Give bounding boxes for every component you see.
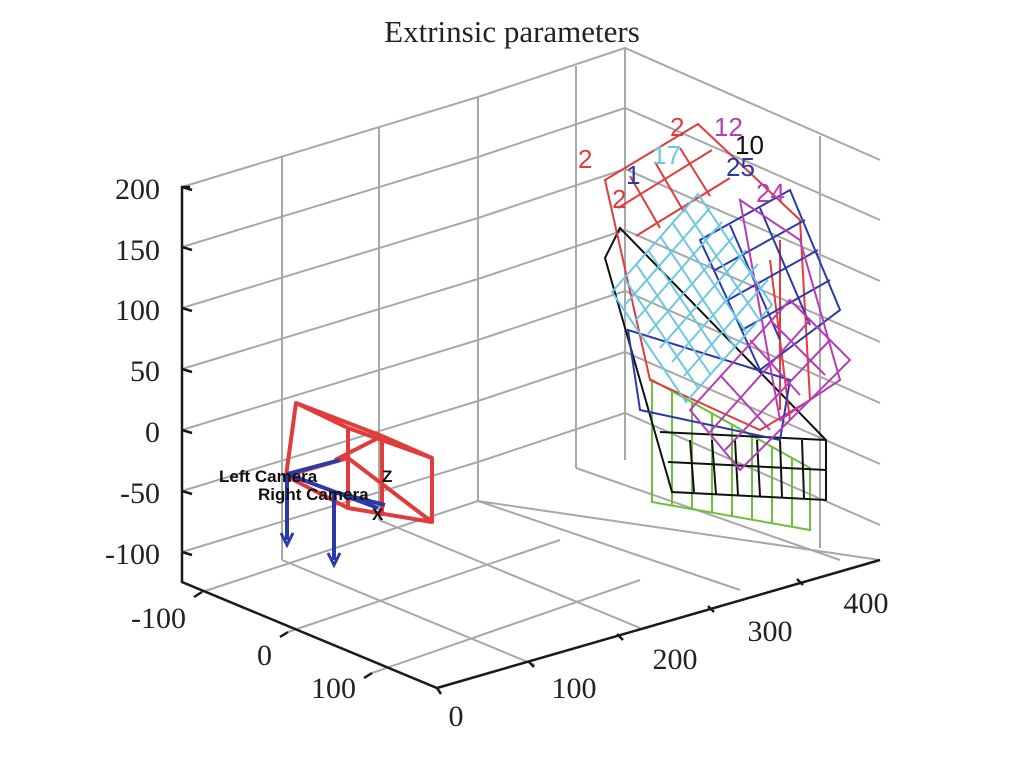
z-tick: 200 bbox=[115, 173, 160, 206]
board-label: 1 bbox=[626, 160, 640, 190]
z-tick: 50 bbox=[130, 355, 160, 388]
board-magenta bbox=[688, 197, 852, 472]
grid-lines bbox=[181, 46, 881, 674]
board-label: 2 bbox=[578, 144, 592, 174]
board-label: 2 bbox=[670, 112, 684, 142]
axes bbox=[180, 185, 881, 695]
y-tick: 0 bbox=[449, 700, 464, 733]
y-tick-labels: 0 100 200 300 400 bbox=[449, 587, 889, 733]
x-tick: 100 bbox=[311, 672, 356, 705]
z-tick: -100 bbox=[105, 538, 160, 571]
camera-axis-arrows bbox=[279, 532, 342, 569]
board-label: 12 bbox=[714, 112, 743, 142]
board-label: 17 bbox=[652, 140, 681, 170]
z-tick: 0 bbox=[145, 416, 160, 449]
calibration-boards bbox=[603, 122, 852, 532]
y-tick: 200 bbox=[653, 643, 698, 676]
y-tick: 100 bbox=[552, 672, 597, 705]
axis-z-label: Z bbox=[382, 467, 392, 486]
z-tick: 100 bbox=[115, 294, 160, 327]
right-camera-label: Right Camera bbox=[258, 485, 369, 504]
axis-x-label: X bbox=[372, 505, 384, 524]
z-tick: -50 bbox=[120, 477, 160, 510]
chart-title: Extrinsic parameters bbox=[384, 14, 640, 49]
board-labels: 2 2 12 10 17 1 25 24 2 bbox=[578, 112, 785, 214]
board-cyan bbox=[610, 192, 774, 404]
x-tick: 0 bbox=[257, 639, 272, 672]
board-label: 10 bbox=[735, 130, 764, 160]
x-tick: -100 bbox=[131, 602, 186, 635]
board-label: 2 bbox=[612, 184, 626, 214]
z-tick: 150 bbox=[115, 234, 160, 267]
y-tick: 300 bbox=[748, 615, 793, 648]
board-label: 24 bbox=[756, 178, 785, 208]
board-label: 25 bbox=[726, 152, 755, 182]
left-camera-label: Left Camera bbox=[219, 467, 318, 486]
y-tick: 400 bbox=[844, 587, 889, 620]
x-tick-labels: -100 0 100 bbox=[131, 602, 356, 705]
z-tick-labels: 200 150 100 50 0 -50 -100 bbox=[105, 173, 160, 571]
camera-axes bbox=[285, 458, 386, 560]
